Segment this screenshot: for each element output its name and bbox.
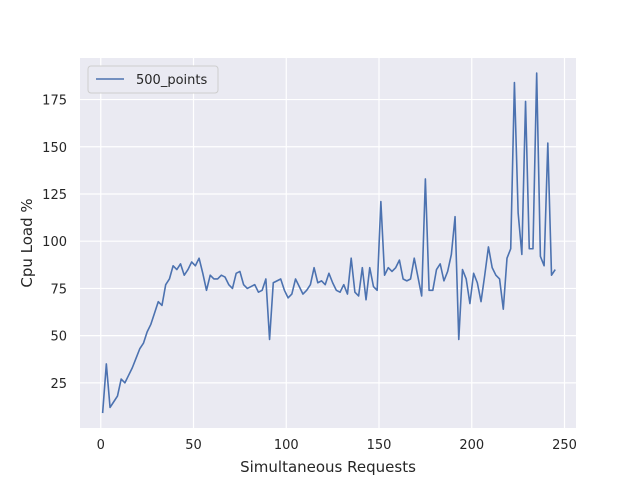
legend-box [87, 65, 219, 94]
grid-lines [80, 58, 576, 428]
x-tick-label: 100 [274, 438, 299, 453]
legend-label: 500_points [136, 73, 207, 88]
y-tick-label: 50 [50, 330, 67, 345]
plot-background [80, 58, 576, 428]
y-tick-label: 25 [50, 377, 67, 392]
series-line-500-points [101, 72, 556, 414]
x-tick-label: 250 [552, 438, 577, 453]
x-tick-label: 0 [97, 438, 105, 453]
x-tick-labels: 0 50 100 150 200 250 [97, 438, 577, 453]
x-axis-label: Simultaneous Requests [240, 458, 416, 476]
y-axis-label: Cpu Load % [18, 198, 36, 287]
y-tick-label: 75 [50, 282, 67, 297]
y-tick-labels: 25 50 75 100 125 150 175 [42, 94, 67, 392]
x-tick-label: 200 [459, 438, 484, 453]
y-tick-label: 100 [42, 235, 67, 250]
y-tick-label: 175 [42, 94, 67, 109]
y-tick-label: 150 [42, 141, 67, 156]
y-tick-label: 125 [42, 188, 67, 203]
legend: 500_points [87, 65, 219, 94]
series-layer [101, 72, 556, 414]
x-tick-label: 150 [367, 438, 392, 453]
x-tick-label: 50 [185, 438, 202, 453]
